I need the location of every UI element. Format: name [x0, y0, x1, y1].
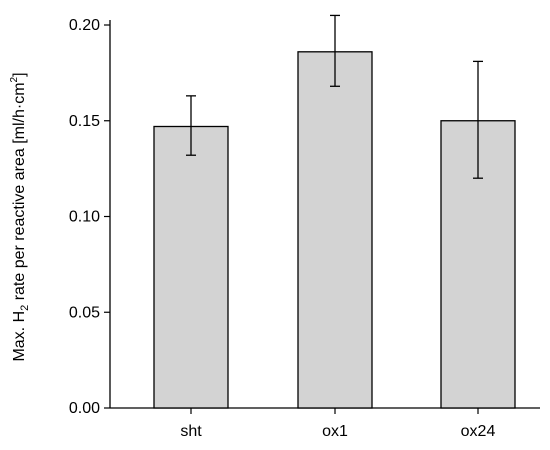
- bar-sht: [153, 125, 229, 409]
- y-tick-label: 0.05: [69, 304, 100, 321]
- x-axis: sht ox1 ox24: [110, 407, 540, 440]
- y-axis: 0.00 0.05 0.10 0.15 0.20: [69, 17, 111, 417]
- y-tick-label: 0.20: [69, 17, 100, 34]
- y-tick-label: 0.10: [69, 209, 100, 226]
- y-tick-label: 0.00: [69, 400, 100, 417]
- x-tick-label-ox1: ox1: [322, 423, 348, 440]
- y-tick-label: 0.15: [69, 113, 100, 130]
- x-tick-label-ox24: ox24: [461, 423, 496, 440]
- bar-ox1: [297, 51, 373, 409]
- bars: [153, 51, 516, 409]
- x-tick-label-sht: sht: [180, 423, 202, 440]
- error-bars: [186, 14, 483, 179]
- y-axis-label: Max. H2 rate per reactive area [ml/h·cm2…: [9, 72, 31, 361]
